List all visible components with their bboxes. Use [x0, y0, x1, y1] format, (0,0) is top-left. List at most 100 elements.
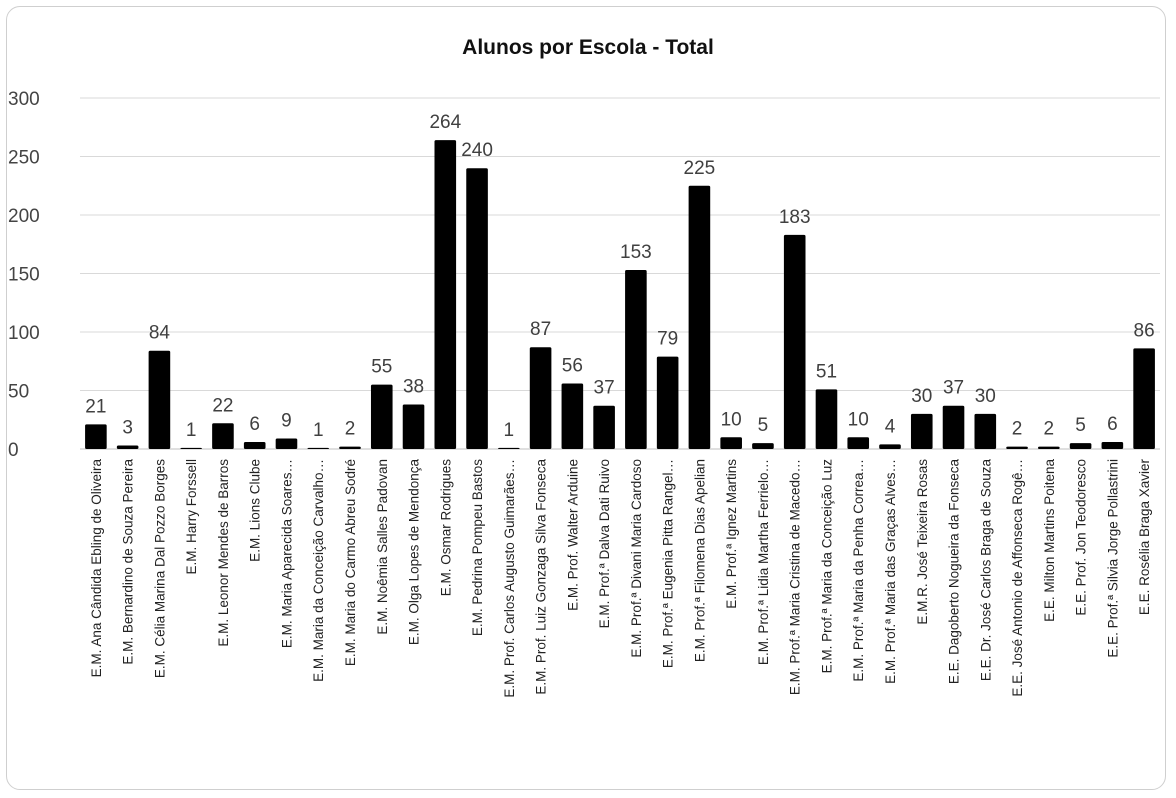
x-tick-label: E.M. Bernardino de Souza Pereira [121, 459, 136, 665]
data-label: 9 [281, 410, 292, 431]
x-tick-label: E.E. José Antonio de Affonseca Rogê… [1010, 459, 1025, 697]
bar [498, 447, 520, 449]
y-tick-label: 50 [8, 382, 29, 403]
data-label: 79 [657, 329, 678, 350]
data-label: 1 [504, 420, 515, 441]
data-label: 1 [313, 420, 324, 441]
bar [307, 447, 330, 449]
bar [180, 447, 202, 449]
x-tick-label: E.M. Prof.ª Maria Cristina de Macedo… [788, 459, 803, 695]
bar [1101, 441, 1124, 449]
y-tick-label: 300 [8, 89, 40, 110]
bar [1038, 446, 1060, 449]
data-label: 264 [429, 112, 461, 133]
x-axis: E.M. Ana Cândida Ebling de Oliveira E.M. … [89, 458, 1152, 697]
bar [910, 413, 933, 449]
x-tick-label: E.M. Prof. Walter Arduine [565, 459, 580, 611]
data-label: 183 [779, 207, 811, 228]
x-tick-label: E.M. Prof.ª Dalva Dati Ruivo [597, 459, 612, 628]
x-tick-label: E.E. Rosélia Braga Xavier [1137, 458, 1152, 615]
data-label: 153 [620, 242, 652, 263]
data-label: 38 [403, 377, 424, 398]
x-tick-label: E.M. Prof.ª Maria da Conceição Luz [819, 459, 834, 674]
bar [529, 347, 552, 449]
data-label: 5 [1075, 415, 1086, 436]
data-label: 2 [1044, 419, 1055, 440]
bar [815, 389, 838, 449]
x-tick-label: E.M. Ana Cândida Ebling de Oliveira [89, 459, 104, 678]
data-label: 1 [186, 420, 197, 441]
x-tick-label: E.M.R. José Teixeira Rosas [915, 459, 930, 625]
y-tick-label: 100 [8, 323, 40, 344]
x-tick-label: E.E. Prof.ª Silvia Jorge Pollastrini [1105, 459, 1120, 658]
bar [466, 168, 488, 449]
data-label: 2 [345, 419, 356, 440]
x-tick-label: E.M. Prof.ª Divani Maria Cardoso [629, 459, 644, 658]
data-label: 37 [594, 378, 615, 399]
bar [275, 438, 298, 449]
x-tick-label: E.M. Prof.ª Maria da Penha Correa… [851, 459, 866, 682]
data-label: 30 [911, 386, 932, 407]
bar [783, 234, 806, 449]
bar [434, 140, 457, 449]
chart-title: Alunos por Escola - Total [462, 36, 714, 59]
bar [625, 269, 647, 449]
x-tick-label: E.M. Prof.ª Filomena Dias Apelian [692, 459, 707, 662]
x-tick-label: E.M. Harry Forssell [184, 459, 199, 575]
data-label: 10 [721, 409, 742, 430]
data-label: 3 [122, 417, 133, 438]
data-label: 10 [848, 409, 869, 430]
y-tick-label: 200 [8, 206, 40, 227]
data-label: 87 [530, 319, 551, 340]
bar [402, 404, 425, 449]
gridlines [80, 97, 1160, 450]
x-tick-label: E.E. Milton Martins Poitena [1042, 459, 1057, 622]
x-tick-label: E.M. Noêmia Salles Padovan [375, 459, 390, 635]
data-label: 4 [885, 416, 896, 437]
x-tick-label: E.M. Prof.ª Maria das Graças Alves… [883, 459, 898, 684]
data-label: 22 [212, 395, 233, 416]
bar [339, 446, 361, 449]
bar [942, 405, 965, 449]
data-label: 37 [943, 378, 964, 399]
x-tick-label: E.M. Olga Lopes de Mendonça [407, 459, 422, 646]
data-label: 6 [249, 414, 260, 435]
bar [1006, 446, 1028, 449]
x-tick-label: E.E. Prof. Jon Teodoresco [1074, 459, 1089, 616]
bar [85, 424, 107, 449]
bar [847, 437, 870, 449]
x-tick-label: E.M. Prof.ª Eugenia Pitta Rangel… [661, 459, 676, 668]
x-tick-label: E.M. Prof.ª Ignez Martins [724, 459, 739, 609]
x-tick-label: E.M. Maria do Carmo Abreu Sodré [343, 459, 358, 666]
x-tick-label: E.M. Prof. Carlos Augusto Guimarães… [502, 459, 517, 698]
data-label: 86 [1134, 320, 1155, 341]
x-tick-label: E.M. Osmar Rodrigues [438, 459, 453, 597]
chart-frame [6, 6, 1166, 790]
x-tick-label: E.M. Prof. Luiz Gonzaga Silva Fonseca [534, 459, 549, 695]
data-label: 2 [1012, 419, 1023, 440]
bar [752, 443, 774, 449]
data-label: 30 [975, 386, 996, 407]
data-label: 240 [461, 140, 493, 161]
x-tick-label: E.M. Lions Clube [248, 459, 263, 562]
bar [593, 405, 615, 449]
x-tick-label: E.E. Dagoberto Nogueira da Fonseca [947, 459, 962, 685]
bar [243, 441, 266, 449]
bar [720, 437, 742, 449]
bar [1133, 348, 1155, 449]
x-tick-label: E.E. Dr. José Carlos Braga de Souza [978, 459, 993, 682]
bar [370, 384, 393, 449]
data-label: 5 [758, 415, 769, 436]
data-label: 21 [85, 396, 106, 417]
bar [879, 444, 901, 449]
bar [688, 185, 711, 449]
data-label: 84 [149, 323, 171, 344]
x-tick-label: E.M. Prof.ª Lidia Martha Ferrielo… [756, 459, 771, 665]
y-tick-label: 150 [8, 265, 40, 286]
bar [561, 383, 584, 449]
y-axis: 0 50 100 150 200 250 300 [8, 89, 40, 461]
data-label: 51 [816, 361, 837, 382]
x-tick-label: E.M. Célia Marina Dal Pozzo Borges [152, 459, 167, 678]
x-tick-label: E.M. Pedrina Pompeu Bastos [470, 459, 485, 636]
